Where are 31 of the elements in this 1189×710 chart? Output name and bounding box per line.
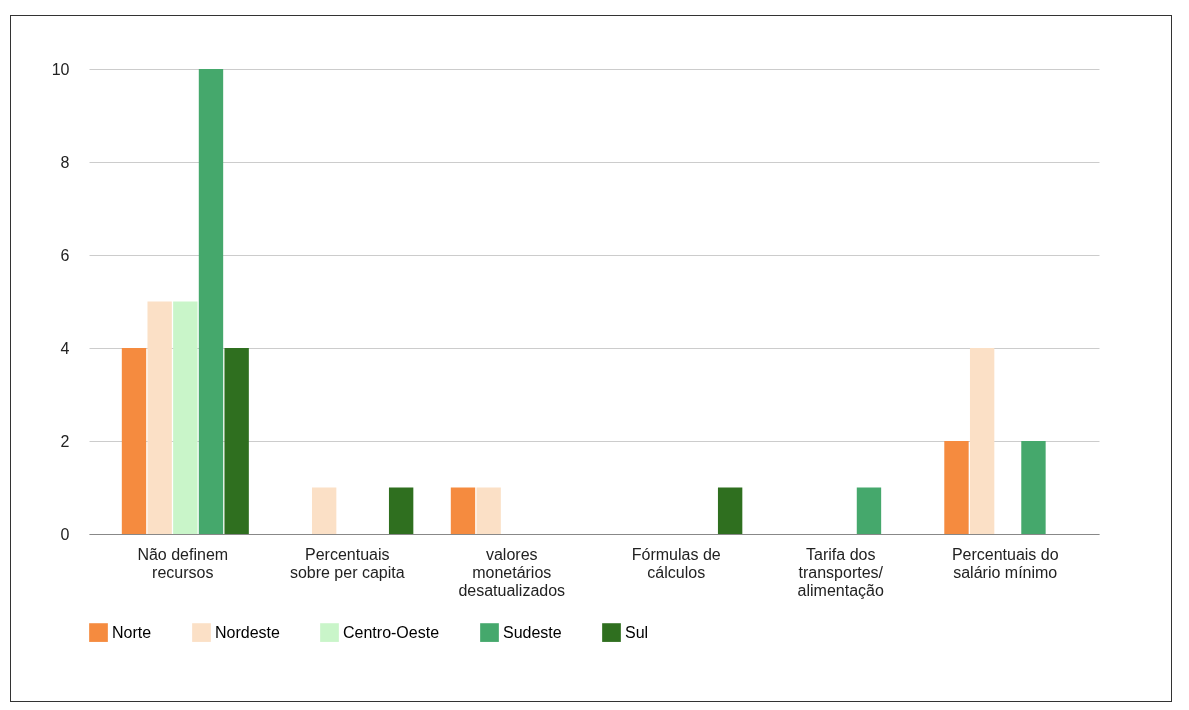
legend-label: Nordeste bbox=[215, 623, 281, 641]
y-tick-label: 2 bbox=[60, 432, 70, 450]
x-tick-label: Não definem recursos bbox=[137, 545, 229, 581]
bar bbox=[147, 301, 172, 534]
x-tick-label: Tarifa dos transportes/ alimentação bbox=[797, 545, 884, 599]
x-tick-label: Percentuais sobre per capita bbox=[289, 545, 405, 581]
legend-label: Sul bbox=[625, 623, 649, 641]
bar bbox=[969, 348, 995, 534]
bar bbox=[121, 348, 147, 534]
bar bbox=[311, 487, 337, 534]
y-tick-label: 0 bbox=[60, 525, 70, 543]
bar bbox=[1021, 441, 1046, 534]
bar bbox=[717, 487, 743, 534]
x-tick-label: valores monetários desatualizados bbox=[458, 545, 566, 599]
bar bbox=[856, 487, 882, 534]
x-tick-label: Fórmulas de cálculos bbox=[631, 545, 721, 581]
y-tick-label: 4 bbox=[60, 339, 70, 357]
legend-label: Centro-Oeste bbox=[343, 623, 440, 641]
bar bbox=[388, 487, 414, 534]
bar bbox=[476, 487, 501, 534]
bar bbox=[198, 69, 224, 534]
bar bbox=[450, 487, 476, 534]
y-tick-label: 10 bbox=[51, 60, 70, 78]
bar bbox=[944, 441, 969, 534]
legend-label: Sudeste bbox=[503, 623, 562, 641]
y-tick-label: 6 bbox=[60, 246, 70, 264]
bar bbox=[224, 348, 249, 534]
bar bbox=[173, 301, 198, 534]
x-tick-label: Percentuais do salário mínimo bbox=[951, 545, 1059, 581]
legend-label: Norte bbox=[112, 623, 152, 641]
y-tick-label: 8 bbox=[60, 153, 70, 171]
